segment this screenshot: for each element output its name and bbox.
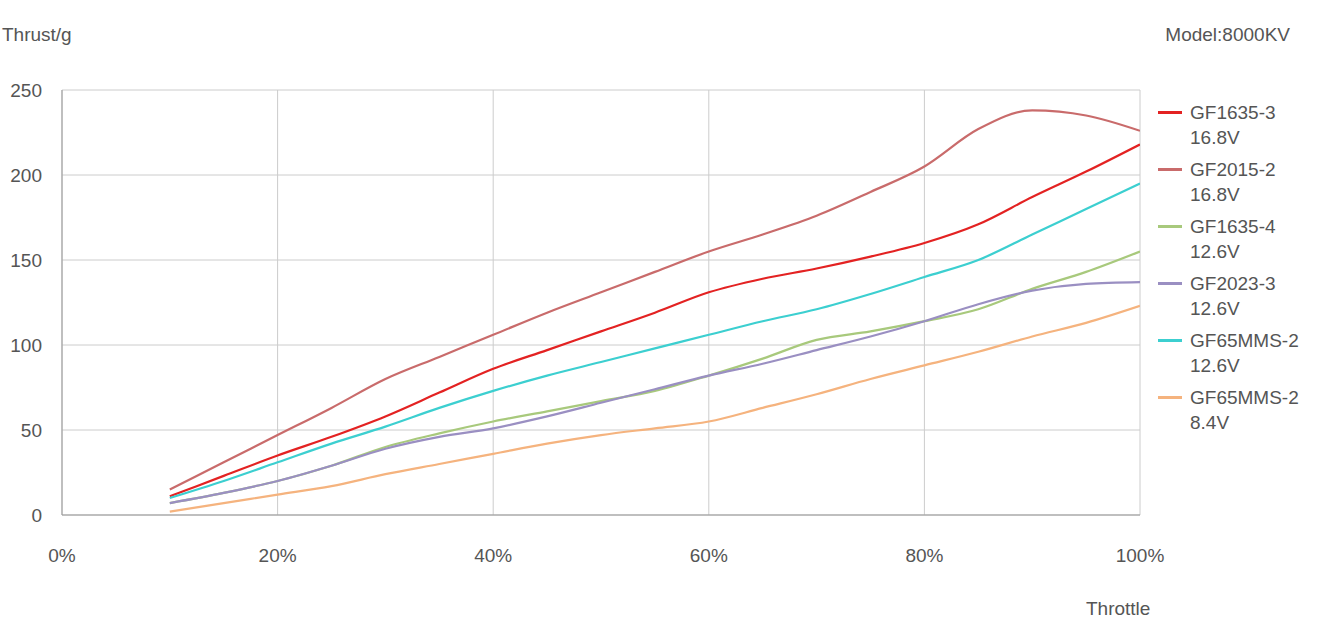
svg-text:200: 200 (10, 165, 42, 186)
html-text:Thrust/g: Thrust/g (2, 24, 72, 45)
html-text:Model:8000KV: Model:8000KV (1165, 24, 1290, 45)
svg-text:250: 250 (10, 80, 42, 101)
html-text:GF65MMS-2: GF65MMS-2 (1190, 387, 1299, 408)
html-text:GF1635-3: GF1635-3 (1190, 102, 1276, 123)
html-text:GF65MMS-2: GF65MMS-2 (1190, 330, 1299, 351)
svg-text:20%: 20% (259, 545, 297, 566)
html-text:16.8V: 16.8V (1190, 184, 1240, 205)
svg-text:100: 100 (10, 335, 42, 356)
html-text:8.4V: 8.4V (1190, 412, 1230, 433)
html-text:12.6V: 12.6V (1190, 355, 1240, 376)
html-text:Throttle: Throttle (1086, 598, 1151, 619)
html-text:GF2023-3: GF2023-3 (1190, 273, 1276, 294)
html-text:12.6V: 12.6V (1190, 241, 1240, 262)
html-text:16.8V: 16.8V (1190, 127, 1240, 148)
svg-text:0%: 0% (48, 545, 76, 566)
html-text:GF1635-4: GF1635-4 (1190, 216, 1276, 237)
svg-text:50: 50 (21, 420, 42, 441)
svg-text:40%: 40% (474, 545, 512, 566)
svg-text:150: 150 (10, 250, 42, 271)
svg-text:100%: 100% (1116, 545, 1165, 566)
svg-text:60%: 60% (690, 545, 728, 566)
svg-text:0: 0 (31, 505, 42, 526)
html-text:GF2015-2: GF2015-2 (1190, 159, 1276, 180)
html-text:12.6V: 12.6V (1190, 298, 1240, 319)
svg-text:80%: 80% (905, 545, 943, 566)
